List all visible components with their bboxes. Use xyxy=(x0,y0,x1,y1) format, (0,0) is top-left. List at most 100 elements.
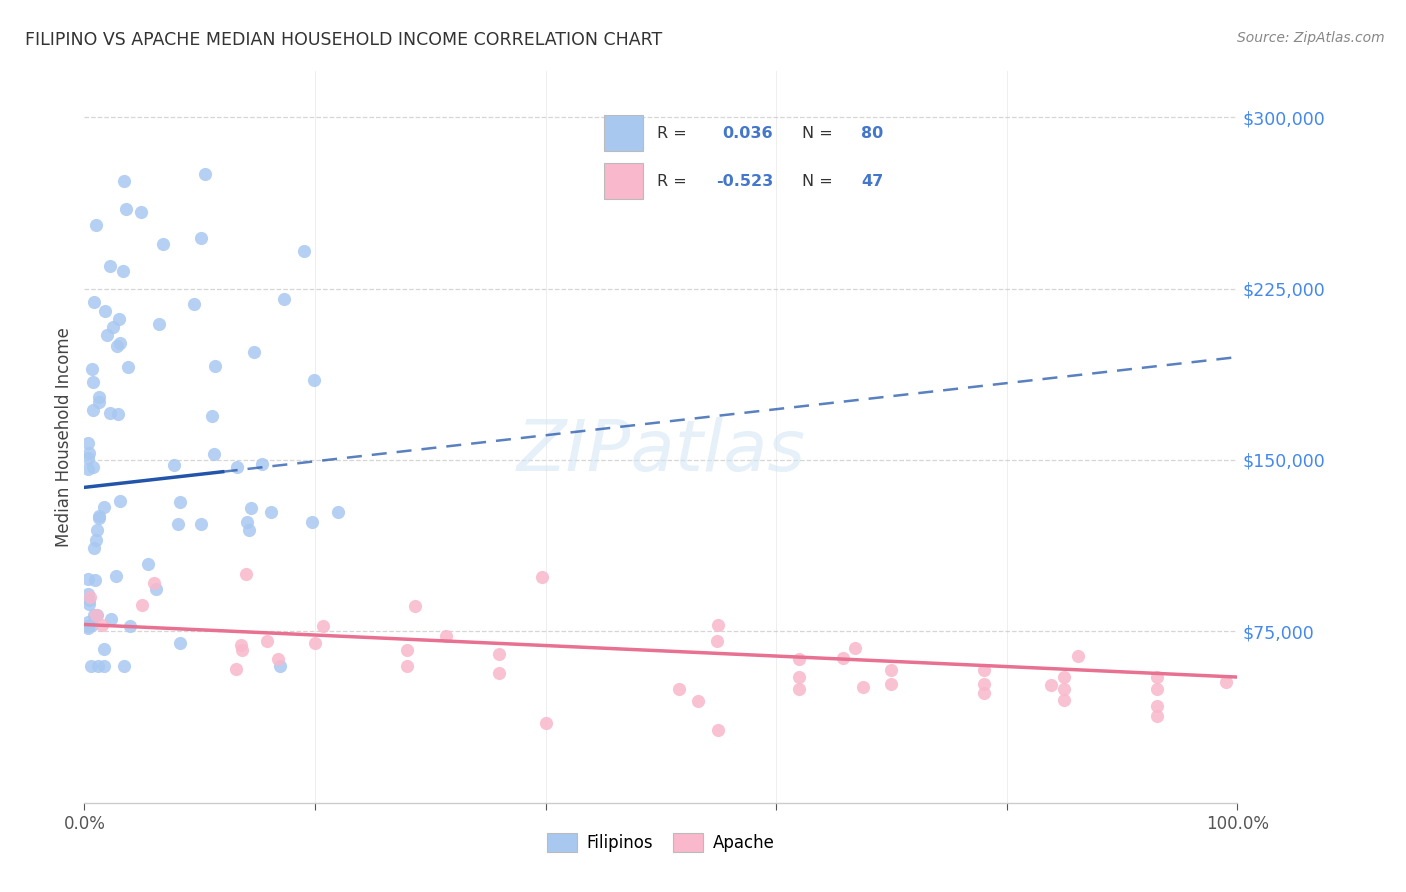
Point xyxy=(84,533,107,548)
Point xyxy=(706,633,728,648)
Point xyxy=(202,448,225,462)
Point xyxy=(136,557,159,571)
Point xyxy=(832,650,855,665)
Point xyxy=(76,451,98,466)
Point xyxy=(93,641,115,656)
Point xyxy=(880,663,903,677)
Point xyxy=(90,617,112,632)
Point xyxy=(1053,693,1076,707)
Point xyxy=(103,320,124,334)
Point xyxy=(108,311,131,326)
Point xyxy=(260,505,283,519)
Point xyxy=(89,390,111,404)
Point xyxy=(256,634,278,648)
Point xyxy=(148,317,170,331)
Point xyxy=(434,629,457,643)
Point xyxy=(112,174,135,188)
Point xyxy=(105,338,128,352)
Point xyxy=(82,375,104,389)
Point xyxy=(98,259,121,273)
Point xyxy=(76,618,98,632)
Point xyxy=(973,686,995,700)
Point xyxy=(250,457,273,471)
Point xyxy=(86,607,108,622)
Point xyxy=(1146,670,1168,684)
Point xyxy=(1146,698,1168,713)
Point xyxy=(100,406,122,420)
Point xyxy=(880,677,903,691)
Point xyxy=(273,292,295,306)
Point xyxy=(242,345,264,359)
Point xyxy=(488,647,510,661)
Point xyxy=(76,586,98,600)
Point xyxy=(82,618,104,632)
Point xyxy=(100,612,122,626)
Point xyxy=(304,636,326,650)
Text: 80: 80 xyxy=(862,126,884,141)
Point xyxy=(1053,681,1076,696)
Text: R =: R = xyxy=(657,126,692,141)
Point xyxy=(117,359,139,374)
Point xyxy=(707,617,730,632)
Point xyxy=(77,593,100,607)
Point xyxy=(686,694,709,708)
Point xyxy=(169,494,191,508)
Point xyxy=(534,715,557,730)
Point xyxy=(787,681,810,696)
Point xyxy=(87,508,110,523)
Point xyxy=(396,658,419,673)
Point xyxy=(226,459,249,474)
Point xyxy=(82,402,104,417)
Point xyxy=(152,237,174,252)
Point xyxy=(973,677,995,691)
Point xyxy=(145,582,167,597)
Text: ZIPatlas: ZIPatlas xyxy=(516,417,806,486)
Point xyxy=(76,621,98,635)
Text: -0.523: -0.523 xyxy=(716,174,773,189)
Point xyxy=(1146,681,1168,696)
Point xyxy=(239,501,262,516)
Point xyxy=(87,394,110,409)
Point xyxy=(80,362,103,376)
Point xyxy=(488,665,510,680)
Point xyxy=(142,576,165,591)
Text: 47: 47 xyxy=(862,174,884,189)
Point xyxy=(236,516,259,530)
Point xyxy=(973,663,995,677)
Point xyxy=(93,658,115,673)
Point xyxy=(190,516,212,531)
Point xyxy=(852,680,875,694)
Point xyxy=(82,460,104,475)
FancyBboxPatch shape xyxy=(603,115,644,151)
Point xyxy=(93,500,115,515)
Point xyxy=(83,541,105,555)
Text: FILIPINO VS APACHE MEDIAN HOUSEHOLD INCOME CORRELATION CHART: FILIPINO VS APACHE MEDIAN HOUSEHOLD INCO… xyxy=(25,31,662,49)
Point xyxy=(530,570,553,584)
Point xyxy=(76,436,98,450)
Text: R =: R = xyxy=(657,174,692,189)
Point xyxy=(112,264,135,278)
Point xyxy=(80,658,103,673)
Point xyxy=(76,572,98,586)
Point xyxy=(190,231,212,245)
Point xyxy=(1053,670,1076,684)
Point xyxy=(302,373,325,387)
Point xyxy=(131,598,153,612)
Point xyxy=(668,681,690,696)
Point xyxy=(167,516,190,531)
Point xyxy=(225,662,247,676)
Point xyxy=(108,336,131,351)
Point xyxy=(115,202,138,216)
Point xyxy=(87,658,110,673)
Legend: Filipinos, Apache: Filipinos, Apache xyxy=(538,824,783,860)
Point xyxy=(105,568,128,582)
Point xyxy=(96,328,118,343)
Point xyxy=(108,494,131,508)
Point xyxy=(169,636,191,650)
Text: 0.036: 0.036 xyxy=(723,126,773,141)
Point xyxy=(1066,648,1088,663)
Point xyxy=(1039,678,1062,692)
Point xyxy=(312,619,335,633)
Point xyxy=(112,658,135,673)
Point xyxy=(235,567,257,582)
